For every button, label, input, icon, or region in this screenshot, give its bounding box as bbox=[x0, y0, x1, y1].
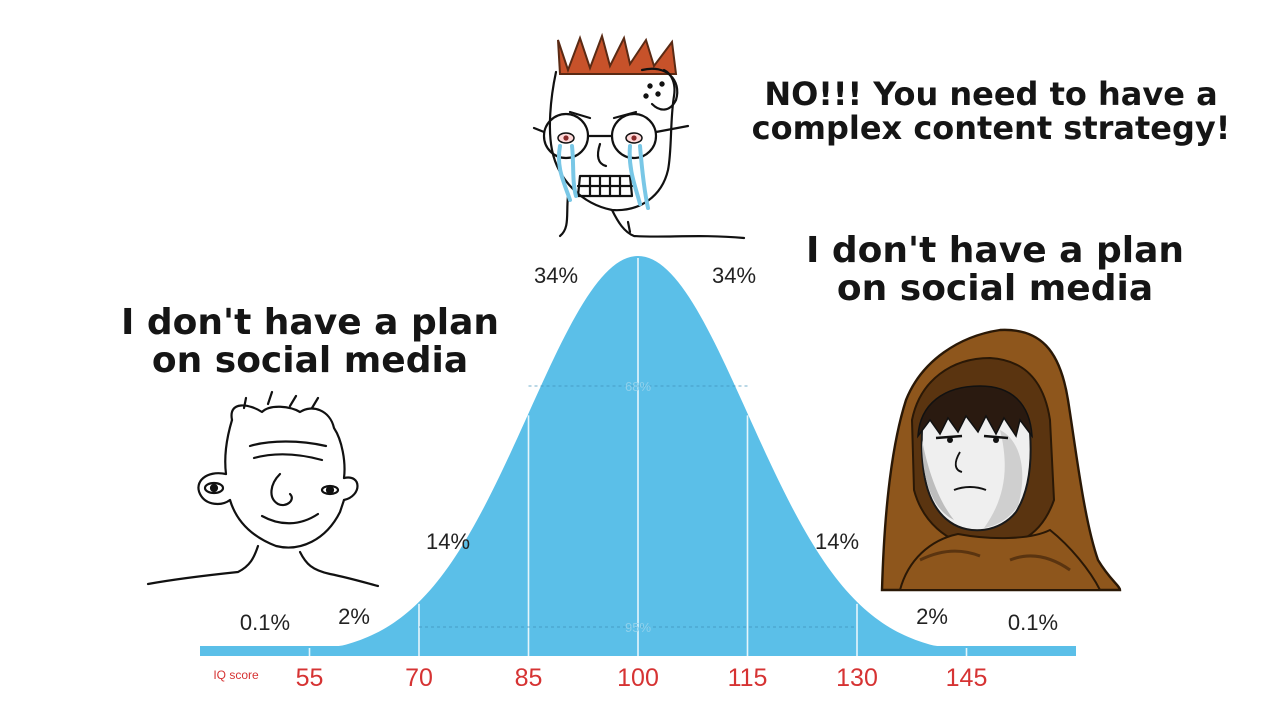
x-axis-label: IQ score bbox=[213, 668, 259, 682]
x-tick-145: 145 bbox=[946, 664, 988, 692]
region-label-0: 0.1% bbox=[240, 610, 290, 635]
x-tick-55: 55 bbox=[296, 664, 324, 692]
caption-right-line-1: I don't have a plan bbox=[805, 230, 1185, 271]
caption-right: I don't have a plan on social media bbox=[770, 232, 1220, 308]
region-label-4: 34% bbox=[712, 263, 756, 288]
caption-middle: NO!!! You need to have a complex content… bbox=[726, 75, 1256, 147]
region-label-2: 14% bbox=[426, 529, 470, 554]
x-tick-115: 115 bbox=[728, 664, 768, 692]
x-tick-130: 130 bbox=[836, 664, 878, 692]
x-tick-100: 100 bbox=[617, 664, 659, 692]
caption-right-line-2: on social media bbox=[836, 267, 1154, 309]
region-label-7: 0.1% bbox=[1008, 610, 1058, 635]
caption-middle-line-1: NO!!! You need to have a bbox=[764, 75, 1218, 113]
region-label-1: 2% bbox=[338, 604, 370, 629]
caption-left-line-2: on social media bbox=[151, 339, 469, 381]
caption-middle-line-2: complex content strategy! bbox=[751, 108, 1231, 147]
bracket-68-label: 68% bbox=[625, 379, 651, 394]
region-label-6: 2% bbox=[916, 604, 948, 629]
region-label-5: 14% bbox=[815, 529, 859, 554]
caption-left-line-1: I don't have a plan bbox=[120, 302, 500, 343]
x-tick-70: 70 bbox=[405, 664, 433, 692]
x-tick-85: 85 bbox=[515, 664, 543, 692]
caption-left: I don't have a plan on social media bbox=[80, 304, 540, 380]
bracket-95-label: 95% bbox=[625, 620, 651, 635]
region-label-3: 34% bbox=[534, 263, 578, 288]
